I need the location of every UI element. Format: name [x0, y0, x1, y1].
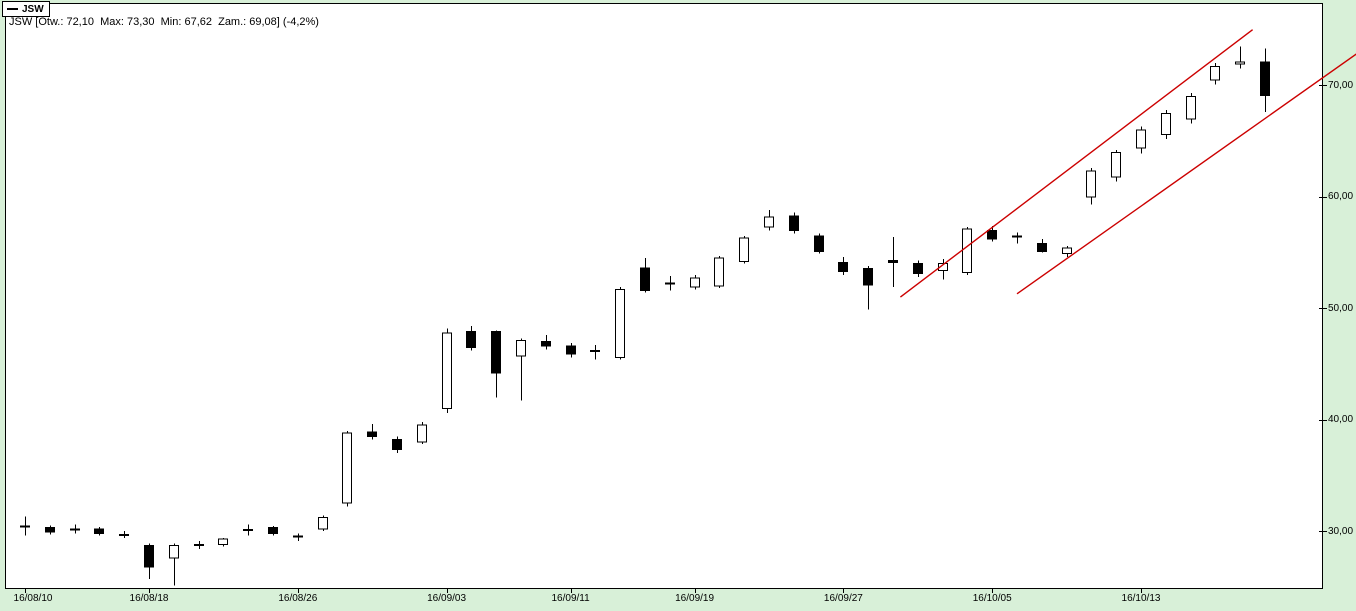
x-axis-label: 16/09/27 [823, 593, 863, 604]
y-axis-label: 60,00 [1328, 191, 1354, 203]
y-axis-label: 70,00 [1328, 79, 1354, 91]
line-style-icon [7, 8, 18, 10]
x-axis-label: 16/10/05 [972, 593, 1012, 604]
plot-area[interactable] [5, 3, 1323, 589]
x-axis-label: 16/09/19 [675, 593, 715, 604]
x-axis-label: 16/08/10 [13, 593, 53, 604]
legend-chip[interactable]: JSW [2, 1, 50, 17]
x-axis-label: 16/09/03 [427, 593, 467, 604]
x-axis-label: 16/10/13 [1121, 593, 1161, 604]
y-axis-label: 40,00 [1328, 414, 1354, 426]
y-axis-label: 30,00 [1328, 525, 1354, 537]
x-axis-label: 16/09/11 [551, 593, 590, 604]
x-axis-label: 16/08/18 [129, 593, 169, 604]
quote-info-line: JSW [Otw.: 72,10 Max: 73,30 Min: 67,62 Z… [9, 16, 319, 28]
x-axis-label: 16/08/26 [278, 593, 318, 604]
legend-symbol: JSW [22, 3, 44, 15]
y-axis-label: 50,00 [1328, 302, 1354, 314]
